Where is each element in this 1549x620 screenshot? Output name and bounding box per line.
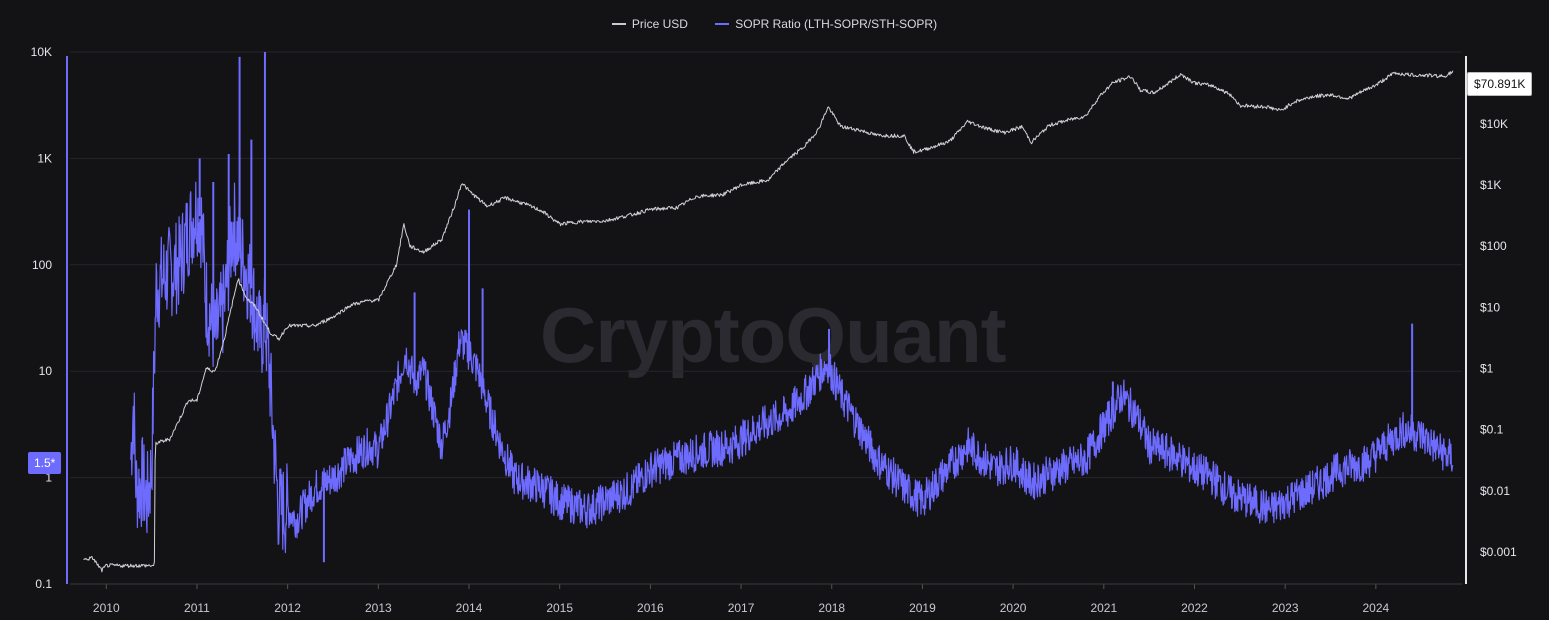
left-tick-label: 10K <box>31 45 52 59</box>
legend-item-sopr[interactable]: SOPR Ratio (LTH-SOPR/STH-SOPR) <box>715 17 937 31</box>
right-axis-current-price-badge: $70.891K <box>1467 72 1533 96</box>
x-tick-label: 2018 <box>818 601 845 615</box>
right-tick-label: $0.1 <box>1480 423 1504 437</box>
sopr-ratio-series-line[interactable] <box>130 181 1454 554</box>
left-tick-label: 0.1 <box>35 577 52 591</box>
watermark: CryptoQuant <box>540 291 1007 379</box>
x-tick-label: 2020 <box>1000 601 1027 615</box>
x-tick-label: 2014 <box>456 601 483 615</box>
x-tick-label: 2012 <box>274 601 301 615</box>
left-tick-label: 1 <box>45 471 52 485</box>
legend-swatch-sopr <box>715 23 730 25</box>
left-axis-current-value-badge: 1.5* <box>28 452 62 474</box>
legend-label-price: Price USD <box>631 17 688 31</box>
legend-label-sopr: SOPR Ratio (LTH-SOPR/STH-SOPR) <box>735 17 938 31</box>
right-tick-label: $10 <box>1480 300 1500 314</box>
x-tick-label: 2022 <box>1181 601 1208 615</box>
x-tick-label: 2011 <box>184 601 210 615</box>
x-tick-label: 2010 <box>93 601 120 615</box>
x-tick-label: 2015 <box>546 601 573 615</box>
right-tick-label: $1K <box>1480 178 1501 192</box>
legend-item-price[interactable]: Price USD <box>611 17 688 31</box>
x-tick-label: 2016 <box>637 601 664 615</box>
left-tick-label: 10 <box>39 364 53 378</box>
right-tick-label: $0.01 <box>1480 484 1510 498</box>
left-tick-label: 100 <box>32 258 52 272</box>
left-tick-label: 1K <box>37 151 52 165</box>
x-tick-label: 2021 <box>1090 601 1117 615</box>
right-tick-label: $10K <box>1480 117 1508 131</box>
x-tick-label: 2023 <box>1272 601 1299 615</box>
right-tick-label: $1 <box>1480 362 1494 376</box>
legend: Price USD SOPR Ratio (LTH-SOPR/STH-SOPR) <box>0 14 1549 31</box>
legend-swatch-price <box>611 23 626 25</box>
x-tick-label: 2013 <box>365 601 392 615</box>
x-tick-label: 2024 <box>1362 601 1389 615</box>
x-tick-label: 2019 <box>909 601 936 615</box>
right-tick-label: $100 <box>1480 239 1507 253</box>
price-usd-series-line[interactable] <box>83 70 1454 573</box>
x-tick-label: 2017 <box>728 601 755 615</box>
right-tick-label: $0.001 <box>1480 545 1517 559</box>
